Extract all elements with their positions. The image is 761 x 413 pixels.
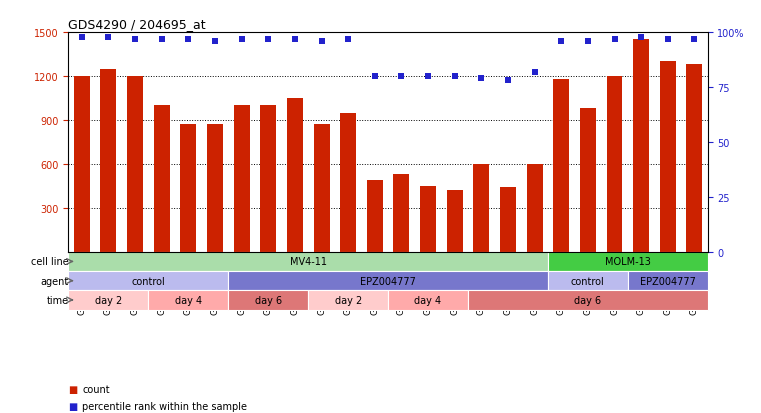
Text: ■: ■ (68, 385, 78, 394)
Bar (686, 65, 702, 252)
Text: control: control (132, 276, 165, 286)
Text: percentile rank within the sample: percentile rank within the sample (82, 401, 247, 411)
Bar (68, 291, 148, 310)
Bar (548, 271, 628, 291)
Bar (340, 114, 356, 252)
Text: day 2: day 2 (95, 295, 122, 305)
Text: agent: agent (40, 276, 68, 286)
Bar (660, 62, 676, 252)
Bar (228, 271, 548, 291)
Bar (580, 109, 596, 252)
Bar (388, 291, 468, 310)
Bar (548, 252, 708, 271)
Bar (420, 186, 436, 252)
Text: EPZ004777: EPZ004777 (640, 276, 696, 286)
Bar (468, 291, 708, 310)
Text: EPZ004777: EPZ004777 (360, 276, 416, 286)
Bar (473, 164, 489, 252)
Text: day 4: day 4 (175, 295, 202, 305)
Bar (500, 188, 516, 252)
Text: count: count (82, 385, 110, 394)
Bar (393, 175, 409, 252)
Bar (527, 164, 543, 252)
Bar (180, 125, 196, 252)
Text: MOLM-13: MOLM-13 (605, 257, 651, 267)
Text: GDS4290 / 204695_at: GDS4290 / 204695_at (68, 17, 206, 31)
Bar (207, 125, 223, 252)
Bar (553, 80, 569, 252)
Bar (154, 106, 170, 252)
Bar (314, 125, 330, 252)
Bar (447, 191, 463, 252)
Text: MV4-11: MV4-11 (290, 257, 326, 267)
Text: ■: ■ (68, 401, 78, 411)
Text: time: time (46, 295, 68, 305)
Bar (607, 77, 622, 252)
Text: control: control (571, 276, 605, 286)
Bar (308, 291, 388, 310)
Text: day 4: day 4 (415, 295, 441, 305)
Bar (74, 77, 90, 252)
Bar (148, 291, 228, 310)
Bar (260, 106, 276, 252)
Bar (628, 271, 708, 291)
Text: cell line: cell line (30, 257, 68, 267)
Bar (100, 69, 116, 252)
Bar (228, 291, 308, 310)
Bar (68, 271, 228, 291)
Bar (234, 106, 250, 252)
Bar (68, 252, 548, 271)
Text: day 6: day 6 (255, 295, 282, 305)
Text: day 6: day 6 (575, 295, 601, 305)
Text: day 2: day 2 (335, 295, 361, 305)
Bar (367, 180, 383, 252)
Bar (287, 99, 303, 252)
Bar (127, 77, 143, 252)
Bar (633, 40, 649, 252)
